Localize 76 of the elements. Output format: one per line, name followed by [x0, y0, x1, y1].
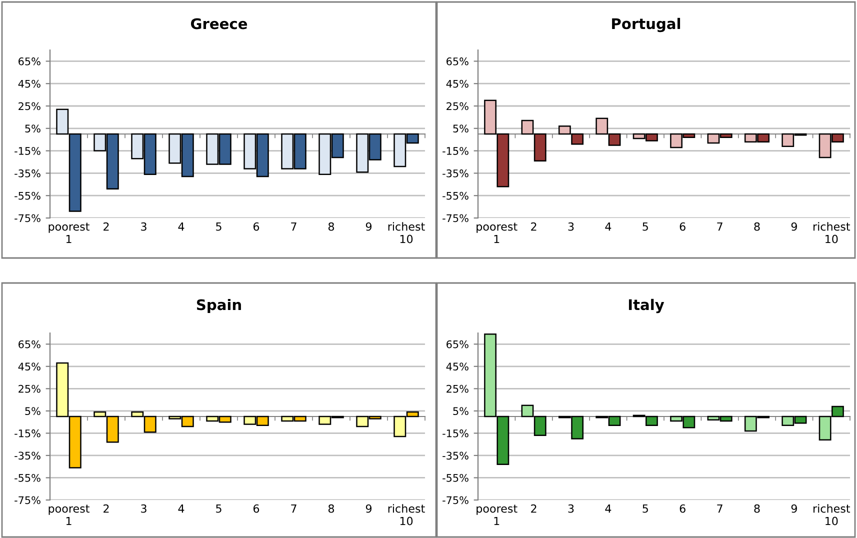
x-tick-label: 7	[291, 222, 296, 231]
x-tick-label: 5	[216, 222, 222, 231]
x-tick-label: 3	[568, 222, 574, 231]
chart-title: Italy	[628, 298, 664, 314]
y-tick-label: -75%	[442, 214, 468, 222]
y-tick-label: 25%	[18, 384, 40, 393]
y-tick-label: -15%	[442, 147, 468, 155]
x-tick-label: 2	[531, 504, 536, 513]
x-tick-label: poorest 1	[476, 222, 518, 244]
x-tick-label: 5	[216, 504, 222, 513]
chart-title: Portugal	[612, 18, 680, 32]
x-tick-label: richest 10	[388, 504, 425, 526]
y-tick-label: -15%	[442, 429, 468, 438]
x-tick-label: 9	[366, 222, 372, 231]
y-tick-label: 65%	[446, 57, 468, 66]
x-tick-label: richest 10	[814, 222, 850, 244]
x-tick-label: 2	[104, 504, 109, 513]
x-tick-label: 4	[605, 222, 612, 231]
y-tick-label: -55%	[442, 192, 468, 200]
y-tick-label: 5%	[453, 124, 468, 133]
y-tick-label: -55%	[14, 474, 40, 482]
x-tick-label: 3	[141, 504, 146, 513]
x-tick-label: richest 10	[814, 504, 850, 526]
x-tick-label: 4	[605, 504, 612, 513]
y-tick-label: 5%	[25, 407, 40, 416]
x-tick-label: 2	[531, 222, 536, 231]
y-tick-label: 5%	[25, 124, 40, 133]
x-tick-label: poorest 1	[48, 222, 90, 244]
x-tick-label: 5	[642, 222, 648, 231]
y-tick-label: -55%	[442, 474, 468, 482]
x-tick-label: poorest 1	[476, 504, 518, 526]
x-tick-label: 8	[328, 504, 334, 513]
x-tick-label: 7	[291, 504, 296, 513]
x-tick-label: poorest 1	[48, 504, 90, 526]
y-tick-label: -75%	[442, 496, 468, 504]
y-tick-label: -35%	[14, 452, 40, 460]
x-tick-label: 6	[253, 222, 260, 231]
chart-title: Spain	[196, 298, 241, 314]
x-tick-label: 7	[717, 504, 722, 513]
y-tick-label: 45%	[18, 362, 40, 371]
y-tick-label: -75%	[14, 496, 40, 504]
x-tick-label: 3	[141, 222, 146, 231]
y-tick-label: -15%	[14, 429, 40, 438]
y-tick-label: 5%	[453, 407, 468, 416]
y-tick-label: 65%	[18, 57, 40, 66]
x-tick-label: 7	[717, 222, 722, 231]
x-tick-label: 8	[754, 222, 760, 231]
y-tick-label: -35%	[442, 452, 468, 460]
x-tick-label: 4	[178, 222, 184, 231]
x-tick-label: 9	[791, 222, 797, 231]
y-tick-label: 25%	[446, 384, 468, 393]
y-tick-label: 45%	[446, 362, 468, 371]
y-tick-label: 25%	[446, 102, 468, 110]
y-tick-label: 65%	[18, 340, 40, 348]
y-tick-label: 45%	[18, 80, 40, 88]
x-tick-label: 4	[178, 504, 184, 513]
x-tick-label: 8	[328, 222, 334, 231]
x-tick-label: 2	[104, 222, 109, 231]
chart-title: Greece	[190, 18, 248, 30]
x-tick-label: 6	[680, 222, 686, 231]
x-tick-label: 9	[366, 504, 372, 513]
y-tick-label: -35%	[14, 169, 40, 178]
y-tick-label: 65%	[446, 340, 468, 348]
x-tick-label: 3	[568, 504, 574, 513]
y-tick-label: 25%	[18, 102, 40, 110]
y-tick-label: -75%	[14, 214, 40, 222]
y-tick-label: -15%	[14, 147, 40, 155]
x-tick-label: 8	[754, 504, 760, 513]
y-tick-label: -35%	[442, 169, 468, 178]
y-tick-label: -55%	[14, 192, 40, 200]
x-tick-label: richest 10	[388, 222, 425, 244]
x-tick-label: 9	[791, 504, 797, 513]
y-tick-label: 45%	[446, 80, 468, 88]
x-tick-label: 5	[642, 504, 648, 513]
x-tick-label: 6	[680, 504, 686, 513]
x-tick-label: 6	[253, 504, 260, 513]
